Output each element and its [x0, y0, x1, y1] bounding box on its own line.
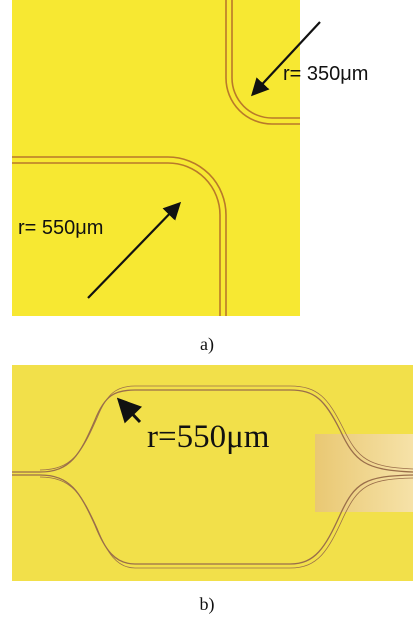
figure: r= 350μm r= 550μm a) r=550μm b): [0, 0, 415, 622]
panel-b: r=550μm b): [12, 365, 413, 615]
micrograph-a: [12, 0, 300, 316]
annotation: r=550μm: [147, 419, 270, 455]
panel-a: r= 350μm r= 550μm a): [12, 0, 368, 355]
panel-label: b): [200, 594, 215, 615]
patch: [315, 434, 413, 512]
panel-label: a): [200, 334, 214, 355]
annotation: r= 550μm: [18, 217, 103, 239]
annotation: r= 350μm: [283, 63, 368, 85]
